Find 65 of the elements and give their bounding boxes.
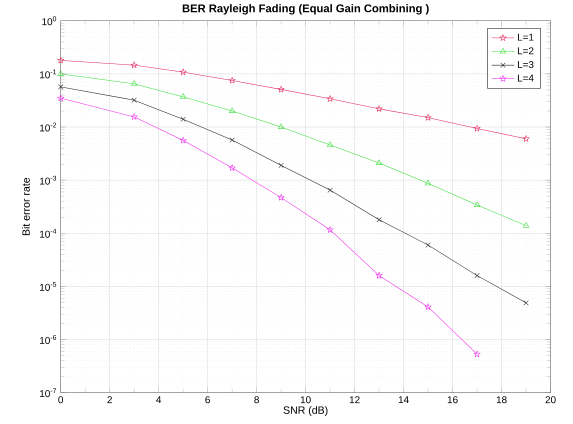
legend-label: L=3 — [518, 60, 534, 68]
y-tick-label: 10$^{-4}$ — [40, 228, 56, 238]
y-tick-label: 10$^{-5}$ — [40, 282, 56, 291]
point — [376, 272, 383, 278]
x-tick-label: 14 — [398, 396, 409, 403]
x-tick-label: 0 — [58, 396, 64, 404]
point — [326, 95, 334, 102]
legend-label: L=2 — [518, 47, 534, 54]
x-tick-label: 20 — [546, 396, 556, 404]
point — [424, 303, 432, 310]
point — [131, 80, 138, 86]
x-tick-label: 16 — [448, 396, 458, 404]
point — [180, 68, 187, 75]
point — [278, 123, 284, 129]
point — [328, 187, 333, 193]
x-tick-label: 8 — [254, 396, 259, 404]
point — [130, 113, 138, 120]
point — [426, 242, 431, 248]
point — [522, 135, 530, 142]
point — [228, 76, 236, 84]
y-tick-label: 10$^{0}$ — [42, 16, 56, 26]
point — [424, 114, 432, 120]
point — [180, 136, 187, 144]
point — [58, 84, 64, 90]
x-tick-label: 2 — [107, 396, 112, 403]
point — [132, 97, 137, 103]
point — [326, 226, 334, 233]
point — [376, 105, 383, 112]
y-tick-label: 10$^{-3}$ — [40, 176, 56, 184]
x-tick-label: 18 — [496, 396, 507, 404]
y-axis-title: Bit error rate — [22, 178, 30, 236]
point — [278, 162, 284, 168]
y-tick-label: 10$^{-7}$ — [40, 388, 56, 397]
point — [474, 124, 480, 132]
point — [523, 300, 529, 306]
point — [376, 216, 382, 222]
point — [326, 141, 334, 147]
point — [474, 350, 480, 357]
y-tick-label: 10$^{-6}$ — [40, 334, 56, 344]
point — [474, 272, 480, 278]
x-tick-label: 6 — [205, 396, 210, 404]
y-tick-label: 10$^{-1}$ — [40, 69, 56, 78]
point — [376, 159, 382, 165]
point — [57, 94, 64, 101]
point — [228, 164, 236, 171]
point — [180, 116, 186, 122]
point — [424, 180, 432, 186]
point — [278, 194, 285, 200]
x-axis-title: SNR (dB) — [284, 406, 328, 416]
point — [130, 61, 138, 68]
point — [522, 222, 530, 228]
point — [278, 86, 285, 92]
point — [58, 70, 64, 76]
legend-label: L=1 — [518, 34, 534, 40]
x-tick-label: 4 — [156, 396, 162, 403]
point — [230, 137, 235, 142]
x-tick-label: 12 — [350, 396, 360, 403]
chart-title: BER Rayleigh Fading (Equal Gain Combining ) — [182, 4, 429, 14]
point — [57, 56, 64, 64]
x-tick-label: 10 — [300, 396, 311, 404]
point — [229, 107, 236, 113]
point — [474, 201, 480, 207]
point — [180, 93, 186, 99]
legend-label: L=4 — [518, 74, 534, 82]
y-tick-label: 10$^{-2}$ — [40, 122, 56, 132]
